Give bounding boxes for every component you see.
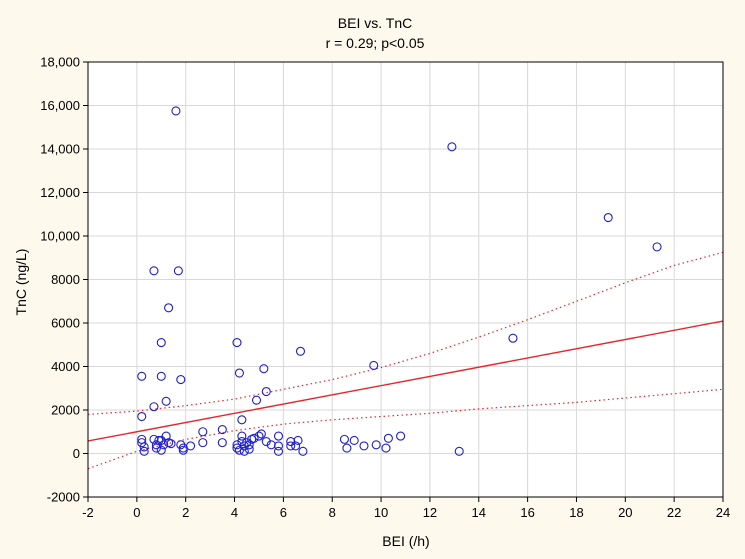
data-point [293,435,303,446]
data-point [156,371,166,381]
x-tick-label: 8 [329,505,336,520]
x-tick-label: 2 [182,505,189,520]
data-point [295,346,306,356]
data-point [156,338,166,348]
y-tick-label: 16,000 [40,98,80,113]
data-point [381,443,391,453]
data-point [244,440,254,450]
data-point [256,429,266,439]
y-tick-label: 4000 [51,359,80,374]
data-point [239,446,249,456]
data-point [161,396,171,406]
data-point [217,438,227,448]
data-point [349,435,359,446]
x-tick-label: 0 [133,505,140,520]
x-tick-label: 18 [569,505,583,520]
data-point [244,444,254,454]
data-point [261,436,271,447]
data-point [508,333,518,343]
x-tick-label: 24 [716,505,730,520]
x-tick-label: 10 [374,505,388,520]
confidence-band-lower [88,388,723,470]
data-point [342,443,352,453]
data-layer [88,106,723,470]
data-point [149,266,159,276]
data-point [259,364,269,374]
data-point [137,438,147,448]
data-point [298,446,308,456]
data-point [273,441,284,451]
data-point [383,433,393,443]
data-point [173,266,183,276]
data-point [232,338,242,348]
data-point [454,446,464,456]
data-point [237,431,247,441]
y-tick-label: -2000 [47,490,80,505]
data-point [249,433,259,443]
x-tick-label: -2 [82,505,94,520]
y-tick-label: 12,000 [40,185,80,200]
y-tick-label: 2000 [51,403,80,418]
data-point [237,436,247,447]
data-point [186,441,196,451]
data-point [242,438,252,448]
data-point [149,402,159,412]
y-tick-label: 6000 [51,316,80,331]
chart-subtitle: r = 0.29; p<0.05 [326,35,425,51]
data-point [254,431,264,441]
x-tick-label: 4 [231,505,238,520]
data-point [286,441,296,451]
y-tick-label: 10,000 [40,229,80,244]
data-point [171,106,181,116]
x-tick-label: 16 [520,505,534,520]
y-tick-label: 8000 [51,272,80,287]
data-point [237,415,247,425]
data-point [261,386,271,397]
y-tick-label: 18,000 [40,55,80,70]
x-tick-label: 14 [472,505,486,520]
data-point [198,427,208,437]
data-point [396,431,406,441]
x-tick-label: 6 [280,505,287,520]
data-point [137,411,147,422]
data-point [217,425,227,435]
chart-title: BEI vs. TnC [338,15,412,31]
data-point [161,431,171,441]
data-point [176,374,186,385]
data-point [234,368,244,378]
data-point [164,303,174,313]
data-point [447,142,457,152]
data-point [603,212,613,223]
data-point [266,440,276,450]
data-point [139,446,149,456]
data-point [339,434,349,444]
data-point [371,440,381,450]
data-point [652,242,662,252]
x-tick-label: 12 [423,505,437,520]
data-point [369,360,379,370]
data-point [149,434,159,444]
y-tick-label: 0 [73,446,80,461]
data-point [251,395,262,405]
data-point [198,438,208,448]
data-point [159,440,169,450]
x-tick-label: 22 [667,505,681,520]
data-point [273,446,284,456]
regression-line [88,320,723,442]
data-point [178,445,188,455]
data-point [359,441,369,451]
data-point [139,442,149,452]
x-tick-label: 20 [618,505,632,520]
data-point [273,431,284,441]
data-point [166,439,176,449]
y-axis-label: TnC (ng/L) [13,249,29,316]
data-point [291,441,301,451]
y-tick-label: 14,000 [40,142,80,157]
data-point [137,371,147,381]
data-point [156,445,166,455]
data-point [232,440,242,450]
x-axis-label: BEI (/h) [382,533,429,549]
